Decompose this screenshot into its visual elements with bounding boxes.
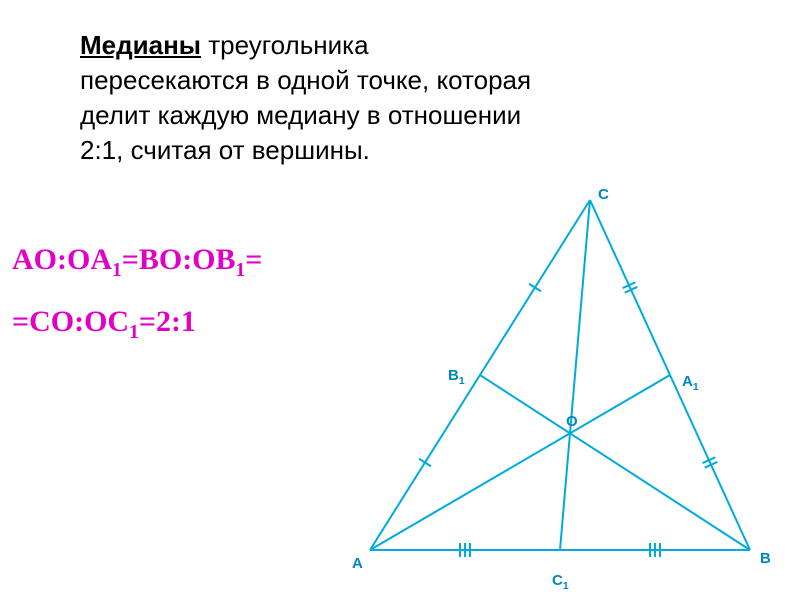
vertex-label-B: B xyxy=(760,550,771,567)
vertex-label-C: C xyxy=(598,186,609,203)
vertex-label-B1: B1 xyxy=(448,367,465,387)
triangle-medians-diagram xyxy=(330,180,790,600)
vertex-label-A: A xyxy=(352,555,363,572)
ratio-line-2: =CO:OC1=2:1 xyxy=(12,302,196,346)
vertex-label-O: O xyxy=(566,413,578,430)
theorem-text: Медианы треугольникапересекаются в одной… xyxy=(80,28,720,168)
vertex-label-A1: A1 xyxy=(682,373,699,393)
vertex-label-C1: C1 xyxy=(552,572,569,592)
ratio-line-1: AO:OA1=BO:OB1= xyxy=(12,240,262,284)
theorem-keyword: Медианы xyxy=(80,30,201,60)
